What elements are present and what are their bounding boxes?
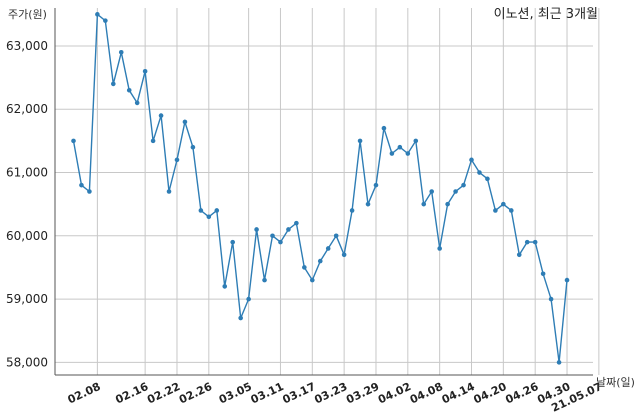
x-tick-label: 04.02 xyxy=(376,380,413,406)
data-point xyxy=(429,189,435,194)
data-point xyxy=(190,144,196,150)
x-tick-label: 02.22 xyxy=(145,380,182,406)
data-point xyxy=(166,189,172,194)
price-line xyxy=(72,12,568,363)
data-point xyxy=(134,100,140,106)
data-point xyxy=(238,315,243,321)
data-point xyxy=(325,246,331,251)
data-point xyxy=(437,246,442,251)
x-tick-label: 03.11 xyxy=(249,380,286,406)
x-tick-label: 03.17 xyxy=(281,380,318,406)
data-point xyxy=(381,125,387,131)
data-point xyxy=(95,12,100,17)
data-point xyxy=(87,189,92,194)
data-point xyxy=(142,68,148,74)
data-point xyxy=(524,239,530,245)
data-point xyxy=(469,157,474,163)
data-point xyxy=(485,176,490,182)
data-point xyxy=(254,227,259,232)
chart-title: 이노션, 최근 3개월 xyxy=(494,7,598,22)
x-tick-label: 04.08 xyxy=(408,380,445,406)
x-tick-label: 02.16 xyxy=(113,380,150,407)
data-point xyxy=(540,271,546,277)
data-point xyxy=(182,119,188,125)
data-point xyxy=(206,214,212,220)
y-tick-label: 60,000 xyxy=(6,229,48,243)
data-point xyxy=(509,208,514,213)
data-point xyxy=(461,182,466,188)
x-tick-label: 02.26 xyxy=(177,380,214,407)
data-point xyxy=(198,208,204,213)
data-point xyxy=(126,87,132,93)
y-tick-label: 58,000 xyxy=(6,355,48,369)
data-point xyxy=(111,81,116,87)
data-point xyxy=(532,239,538,245)
x-tick-label: 04.20 xyxy=(472,380,509,407)
data-point xyxy=(310,277,315,283)
data-point xyxy=(389,151,395,156)
data-point xyxy=(341,252,347,258)
x-tick-label: 04.14 xyxy=(440,380,477,407)
data-point xyxy=(413,138,419,144)
data-point xyxy=(405,151,411,156)
data-point xyxy=(373,182,379,188)
x-tick-label: 03.29 xyxy=(344,380,381,406)
data-point xyxy=(174,157,180,163)
data-point xyxy=(302,265,307,270)
data-point xyxy=(349,208,355,213)
y-tick-label: 59,000 xyxy=(6,292,48,306)
data-point xyxy=(262,277,267,283)
data-point xyxy=(365,201,371,207)
y-tick-label: 62,000 xyxy=(6,102,48,116)
data-point xyxy=(103,18,108,23)
price-series xyxy=(72,12,568,363)
y-axis-label: 주가(원) xyxy=(8,8,47,21)
x-tick-label: 03.23 xyxy=(312,380,349,406)
data-point xyxy=(548,296,554,302)
data-point xyxy=(246,296,251,302)
data-point xyxy=(397,144,403,150)
data-point xyxy=(230,239,235,245)
data-point xyxy=(150,138,156,144)
data-point xyxy=(79,182,84,188)
x-tick-label: 04.26 xyxy=(503,380,540,407)
data-point xyxy=(222,284,228,289)
data-point xyxy=(214,208,220,213)
y-tick-labels: 58,000 59,000 60,000 61,000 62,000 63,000 xyxy=(6,39,48,369)
data-point xyxy=(118,49,124,55)
x-tick-label: 03.05 xyxy=(217,380,254,406)
axes xyxy=(54,8,593,376)
price-points xyxy=(71,12,570,365)
data-point xyxy=(564,277,570,283)
data-point xyxy=(501,201,506,207)
grid-lines xyxy=(55,8,600,375)
data-point xyxy=(516,252,522,258)
data-point xyxy=(357,138,363,144)
data-point xyxy=(158,113,164,118)
x-tick-label: 02.08 xyxy=(66,380,103,406)
data-point xyxy=(477,170,482,175)
data-point xyxy=(493,208,498,213)
data-point xyxy=(333,233,339,239)
y-tick-label: 63,000 xyxy=(6,39,48,53)
y-tick-label: 61,000 xyxy=(6,166,48,180)
data-point xyxy=(453,189,458,194)
data-point xyxy=(294,220,299,226)
data-point xyxy=(71,138,76,144)
data-point xyxy=(556,360,562,365)
x-axis-label: 날짜(일) xyxy=(596,375,635,389)
data-point xyxy=(270,233,275,239)
data-point xyxy=(421,201,427,207)
data-point xyxy=(286,227,291,232)
data-point xyxy=(445,201,450,207)
data-point xyxy=(317,258,323,264)
data-point xyxy=(278,239,283,245)
